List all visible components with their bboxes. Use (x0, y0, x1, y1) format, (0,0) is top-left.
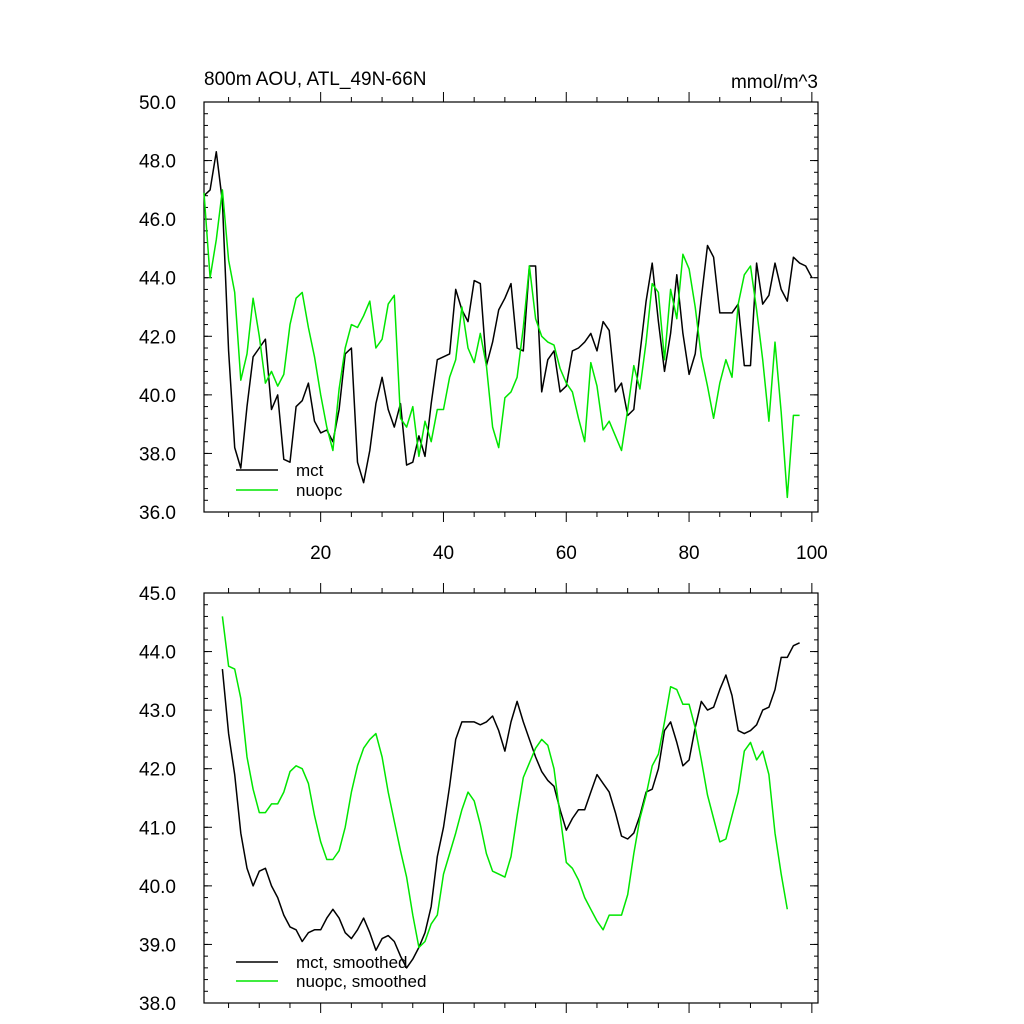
bottom-plot-frame (203, 592, 819, 1004)
series-line-nuopc-smoothed (221, 616, 789, 949)
bottom-y-tick-labels: 38.0 39.0 40.0 41.0 42.0 43.0 44.0 45.0 (139, 584, 176, 1015)
y-tick-label: 44.0 (139, 269, 176, 290)
bottom-axis-ticks (204, 583, 818, 1013)
y-tick-label: 46.0 (139, 210, 176, 231)
bottom-legend: mct, smoothed nuopc, smoothed (236, 953, 426, 991)
chart-units: mmol/m^3 (731, 72, 818, 93)
y-tick-label: 41.0 (139, 818, 176, 839)
y-tick-label: 42.0 (139, 760, 176, 781)
y-tick-label: 50.0 (139, 93, 176, 114)
y-tick-label: 45.0 (139, 584, 176, 605)
series-line-nuopc (203, 189, 800, 499)
legend-label-nuopc: nuopc (296, 481, 343, 500)
x-tick-label: 80 (678, 543, 699, 564)
top-axis-ticks (204, 92, 818, 522)
x-tick-label: 20 (310, 543, 331, 564)
legend-label-mct-smoothed: mct, smoothed (296, 953, 408, 972)
series-line-mct (203, 151, 813, 484)
top-chart-panel: 800m AOU, ATL_49N-66N mmol/m^3 36.0 38.0 4… (139, 69, 828, 564)
top-series-lines (203, 151, 813, 499)
x-tick-label: 40 (433, 543, 454, 564)
y-tick-label: 38.0 (139, 994, 176, 1015)
y-tick-label: 44.0 (139, 643, 176, 664)
y-tick-label: 40.0 (139, 386, 176, 407)
bottom-series-lines (221, 616, 800, 969)
series-line-mct-smoothed (221, 642, 800, 969)
legend-label-nuopc-smoothed: nuopc, smoothed (296, 972, 426, 991)
top-legend: mct nuopc (236, 461, 343, 500)
y-tick-label: 43.0 (139, 701, 176, 722)
y-tick-label: 42.0 (139, 327, 176, 348)
x-tick-label: 100 (796, 543, 828, 564)
top-plot-frame (203, 101, 819, 513)
x-tick-label: 60 (556, 543, 577, 564)
legend-label-mct: mct (296, 461, 324, 480)
y-tick-label: 39.0 (139, 935, 176, 956)
top-x-tick-labels: 20 40 60 80 100 (310, 543, 828, 564)
top-y-tick-labels: 36.0 38.0 40.0 42.0 44.0 46.0 48.0 50.0 (139, 93, 176, 524)
chart-title: 800m AOU, ATL_49N-66N (204, 69, 426, 90)
y-tick-label: 36.0 (139, 503, 176, 524)
y-tick-label: 48.0 (139, 152, 176, 173)
y-tick-label: 40.0 (139, 877, 176, 898)
bottom-chart-panel: 38.0 39.0 40.0 41.0 42.0 43.0 44.0 45.0 mct, sm… (139, 583, 819, 1015)
y-tick-label: 38.0 (139, 444, 176, 465)
